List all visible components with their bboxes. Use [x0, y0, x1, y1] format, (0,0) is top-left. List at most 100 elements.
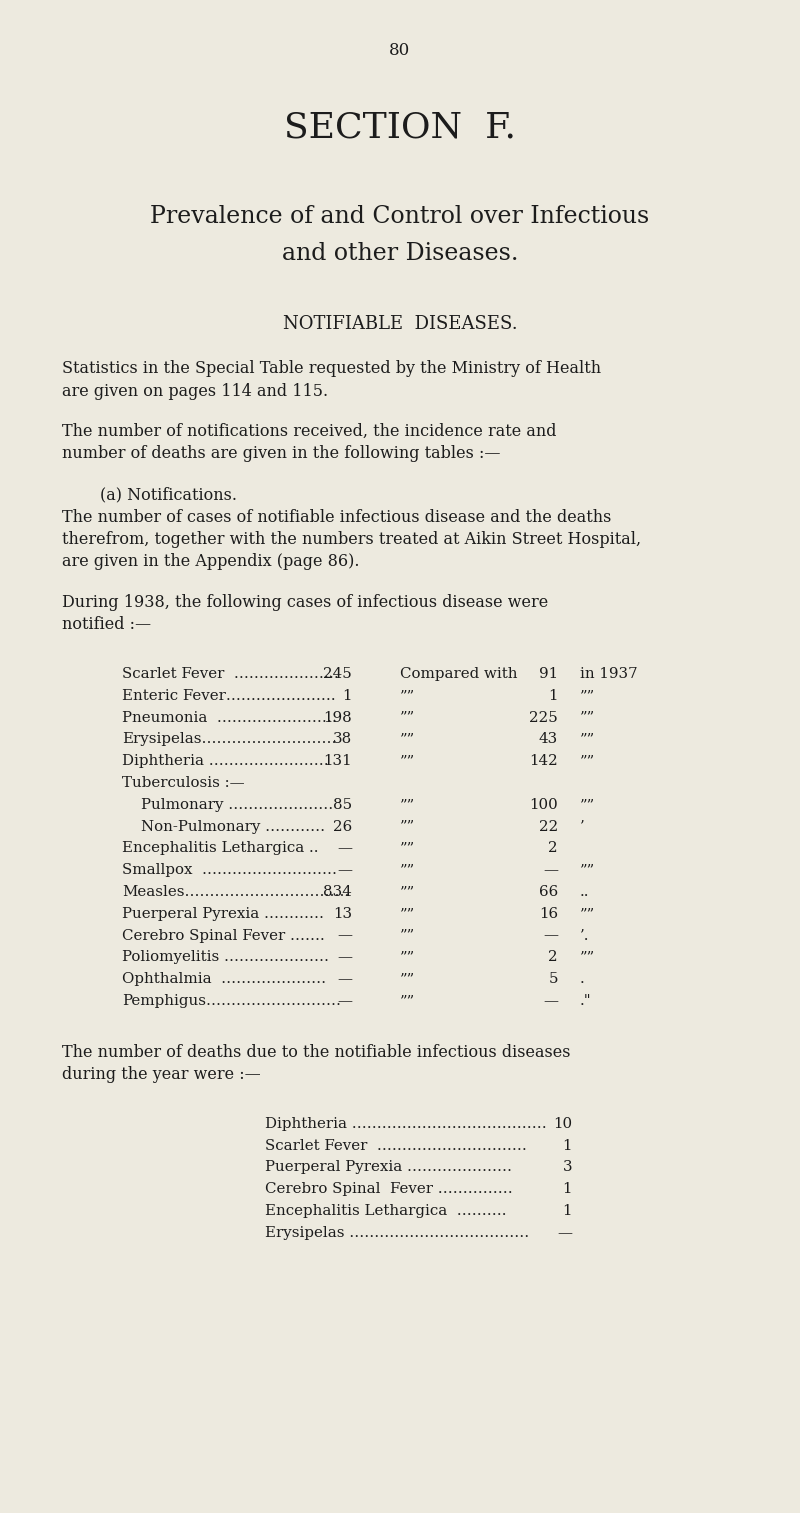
Text: 66: 66 — [538, 885, 558, 899]
Text: ””: ”” — [400, 929, 415, 943]
Text: Poliomyelitis …………………: Poliomyelitis ………………… — [122, 950, 329, 964]
Text: Encephalitis Lethargica ..: Encephalitis Lethargica .. — [122, 841, 318, 855]
Text: and other Diseases.: and other Diseases. — [282, 242, 518, 265]
Text: Erysipelas ………………………………: Erysipelas ……………………………… — [265, 1226, 530, 1239]
Text: ””: ”” — [580, 906, 595, 921]
Text: —: — — [337, 864, 352, 878]
Text: ””: ”” — [400, 820, 415, 834]
Text: Pemphigus………………………: Pemphigus……………………… — [122, 994, 341, 1008]
Text: Encephalitis Lethargica  ……….: Encephalitis Lethargica ………. — [265, 1204, 506, 1218]
Text: .": ." — [580, 994, 592, 1008]
Text: 13: 13 — [333, 906, 352, 921]
Text: 834: 834 — [323, 885, 352, 899]
Text: 38: 38 — [333, 732, 352, 746]
Text: 3: 3 — [562, 1160, 572, 1174]
Text: 100: 100 — [530, 797, 558, 812]
Text: ””: ”” — [400, 841, 415, 855]
Text: —: — — [337, 973, 352, 986]
Text: —: — — [337, 950, 352, 964]
Text: 142: 142 — [530, 753, 558, 769]
Text: SECTION  F.: SECTION F. — [284, 110, 516, 144]
Text: ””: ”” — [400, 994, 415, 1008]
Text: The number of notifications received, the incidence rate and: The number of notifications received, th… — [62, 424, 557, 440]
Text: ’.: ’. — [580, 929, 590, 943]
Text: Erysipelas………………………: Erysipelas……………………… — [122, 732, 337, 746]
Text: are given in the Appendix (page 86).: are given in the Appendix (page 86). — [62, 554, 359, 570]
Text: 1: 1 — [562, 1139, 572, 1153]
Text: 1: 1 — [562, 1204, 572, 1218]
Text: (a) Notifications.: (a) Notifications. — [100, 486, 237, 502]
Text: ””: ”” — [400, 973, 415, 986]
Text: ””: ”” — [580, 753, 595, 769]
Text: —: — — [543, 864, 558, 878]
Text: during the year were :—: during the year were :— — [62, 1067, 261, 1083]
Text: —: — — [557, 1226, 572, 1239]
Text: Tuberculosis :—: Tuberculosis :— — [122, 776, 245, 790]
Text: ””: ”” — [580, 797, 595, 812]
Text: 2: 2 — [548, 950, 558, 964]
Text: in 1937: in 1937 — [580, 667, 638, 681]
Text: 131: 131 — [323, 753, 352, 769]
Text: Scarlet Fever  …………………: Scarlet Fever ………………… — [122, 667, 339, 681]
Text: notified :—: notified :— — [62, 616, 151, 634]
Text: ””: ”” — [400, 864, 415, 878]
Text: ””: ”” — [580, 732, 595, 746]
Text: ””: ”” — [400, 885, 415, 899]
Text: ..: .. — [580, 885, 590, 899]
Text: 22: 22 — [538, 820, 558, 834]
Text: Diphtheria ……………………: Diphtheria …………………… — [122, 753, 329, 769]
Text: Cerebro Spinal Fever …….: Cerebro Spinal Fever ……. — [122, 929, 325, 943]
Text: ””: ”” — [400, 797, 415, 812]
Text: Cerebro Spinal  Fever ……………: Cerebro Spinal Fever …………… — [265, 1182, 513, 1197]
Text: therefrom, together with the numbers treated at Aikin Street Hospital,: therefrom, together with the numbers tre… — [62, 531, 641, 548]
Text: Scarlet Fever  …………………………: Scarlet Fever ………………………… — [265, 1139, 527, 1153]
Text: Smallpox  ………………………: Smallpox ……………………… — [122, 864, 337, 878]
Text: ””: ”” — [400, 950, 415, 964]
Text: 1: 1 — [549, 688, 558, 704]
Text: —: — — [337, 841, 352, 855]
Text: ’: ’ — [580, 820, 585, 834]
Text: —: — — [337, 929, 352, 943]
Text: —: — — [337, 994, 352, 1008]
Text: ””: ”” — [400, 732, 415, 746]
Text: Prevalence of and Control over Infectious: Prevalence of and Control over Infectiou… — [150, 204, 650, 228]
Text: 1: 1 — [342, 688, 352, 704]
Text: 2: 2 — [548, 841, 558, 855]
Text: During 1938, the following cases of infectious disease were: During 1938, the following cases of infe… — [62, 595, 548, 611]
Text: 10: 10 — [553, 1117, 572, 1130]
Text: 245: 245 — [323, 667, 352, 681]
Text: number of deaths are given in the following tables :—: number of deaths are given in the follow… — [62, 445, 501, 463]
Text: Puerperal Pyrexia …………………: Puerperal Pyrexia ………………… — [265, 1160, 512, 1174]
Text: 225: 225 — [530, 711, 558, 725]
Text: —: — — [543, 929, 558, 943]
Text: ””: ”” — [580, 711, 595, 725]
Text: Statistics in the Special Table requested by the Ministry of Health: Statistics in the Special Table requeste… — [62, 360, 601, 377]
Text: 198: 198 — [323, 711, 352, 725]
Text: NOTIFIABLE  DISEASES.: NOTIFIABLE DISEASES. — [282, 315, 518, 333]
Text: The number of deaths due to the notifiable infectious diseases: The number of deaths due to the notifiab… — [62, 1044, 570, 1061]
Text: ””: ”” — [400, 688, 415, 704]
Text: Ophthalmia  …………………: Ophthalmia ………………… — [122, 973, 326, 986]
Text: ””: ”” — [580, 688, 595, 704]
Text: ””: ”” — [400, 906, 415, 921]
Text: Non-Pulmonary …………: Non-Pulmonary ………… — [122, 820, 325, 834]
Text: Puerperal Pyrexia …………: Puerperal Pyrexia ………… — [122, 906, 324, 921]
Text: Diphtheria …………………………………: Diphtheria ………………………………… — [265, 1117, 546, 1130]
Text: —: — — [543, 994, 558, 1008]
Text: 43: 43 — [538, 732, 558, 746]
Text: 26: 26 — [333, 820, 352, 834]
Text: are given on pages 114 and 115.: are given on pages 114 and 115. — [62, 383, 328, 399]
Text: 16: 16 — [539, 906, 558, 921]
Text: ””: ”” — [400, 711, 415, 725]
Text: ””: ”” — [580, 950, 595, 964]
Text: 91: 91 — [539, 667, 558, 681]
Text: Enteric Fever………………….: Enteric Fever…………………. — [122, 688, 336, 704]
Text: .: . — [580, 973, 585, 986]
Text: 1: 1 — [562, 1182, 572, 1197]
Text: The number of cases of notifiable infectious disease and the deaths: The number of cases of notifiable infect… — [62, 508, 611, 525]
Text: Pulmonary …………………: Pulmonary ………………… — [122, 797, 334, 812]
Text: Measles……………………………: Measles…………………………… — [122, 885, 350, 899]
Text: 85: 85 — [333, 797, 352, 812]
Text: 80: 80 — [390, 42, 410, 59]
Text: Pneumonia  ……………………: Pneumonia …………………… — [122, 711, 337, 725]
